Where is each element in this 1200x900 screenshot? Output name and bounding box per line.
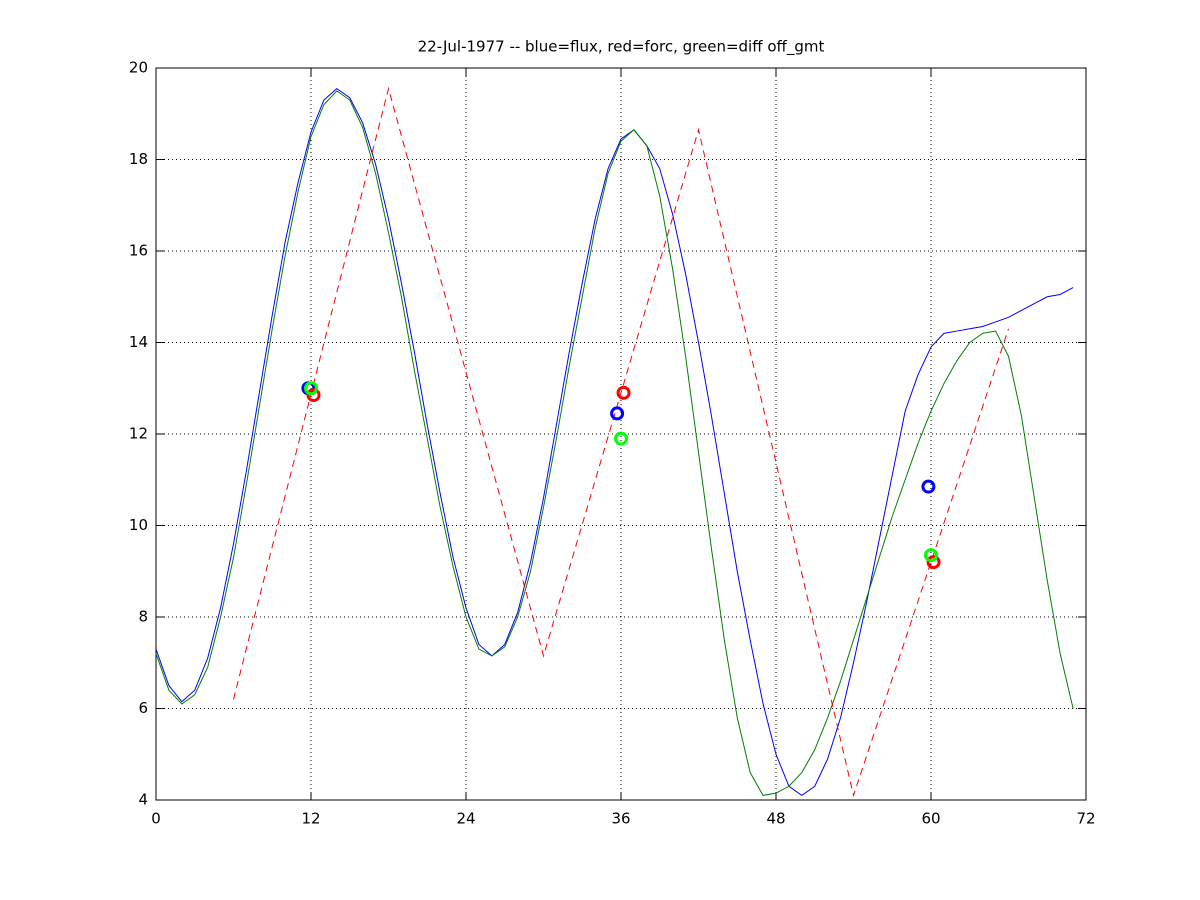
x-tick-label: 24 <box>456 810 475 828</box>
series-line <box>155 90 1074 796</box>
y-tick-label: 18 <box>129 150 148 168</box>
y-tick-label: 6 <box>138 699 148 717</box>
x-tick-label: 48 <box>766 810 785 828</box>
marker <box>614 431 628 446</box>
y-tick-label: 12 <box>129 425 148 443</box>
y-tick-label: 8 <box>138 608 148 626</box>
y-tick-label: 14 <box>129 333 148 351</box>
y-tick-label: 16 <box>129 242 148 260</box>
x-tick-label: 36 <box>611 810 630 828</box>
x-tick-label: 72 <box>1076 810 1095 828</box>
marker <box>306 388 321 403</box>
marker <box>616 385 631 400</box>
marker <box>926 555 941 570</box>
chart-title: 22-Jul-1977 -- blue=flux, red=forc, gree… <box>418 38 825 57</box>
y-tick-label: 10 <box>129 516 148 534</box>
marker <box>921 479 936 494</box>
x-tick-label: 12 <box>301 810 320 828</box>
x-tick-label: 60 <box>921 810 940 828</box>
y-tick-label: 20 <box>129 59 148 77</box>
marker <box>924 548 938 563</box>
series-line <box>155 87 1074 797</box>
x-tick-label: 0 <box>151 810 161 828</box>
marker <box>304 381 318 396</box>
y-tick-label: 4 <box>138 791 148 809</box>
series-line <box>233 86 1009 798</box>
marker <box>610 406 625 421</box>
plot-frame <box>155 67 1087 801</box>
